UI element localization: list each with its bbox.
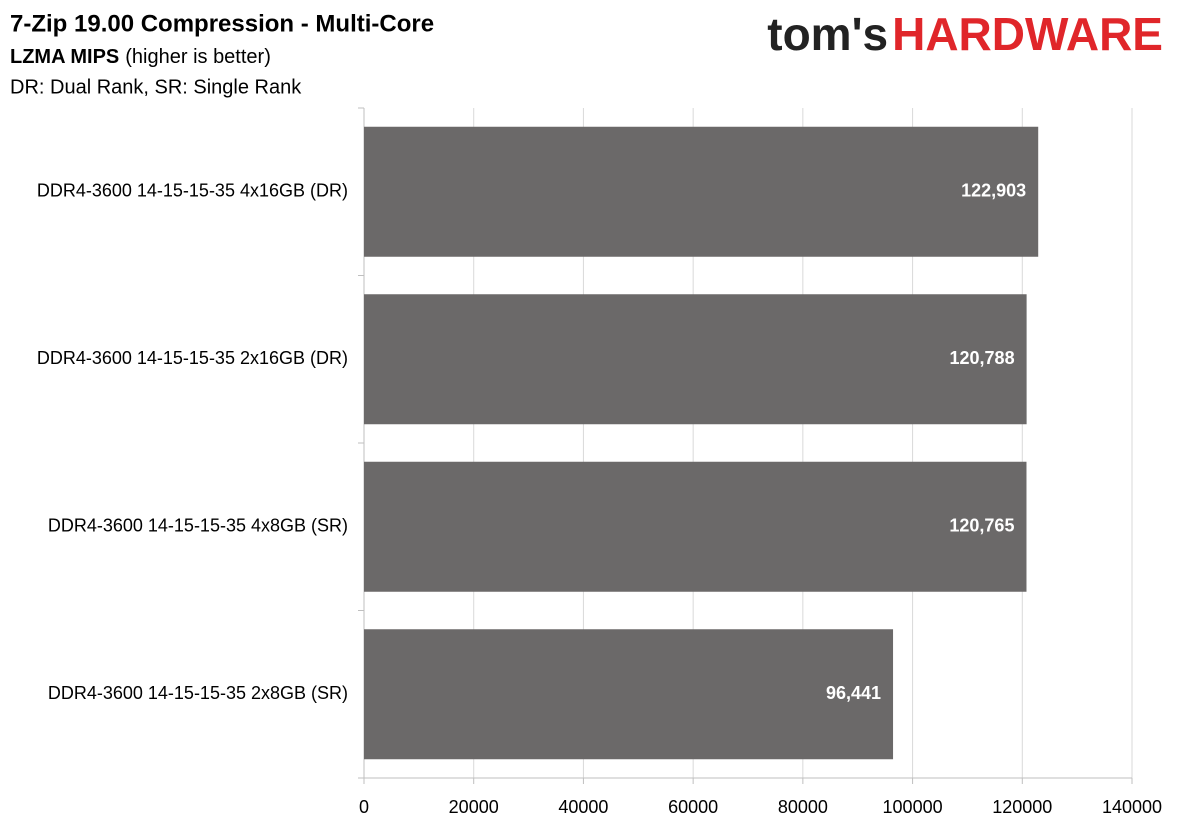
value-label: 120,765 [949,516,1014,536]
logo-main: HARDWARE [892,8,1163,60]
bar [364,126,1039,257]
logo-prefix: tom's [767,8,888,60]
x-tick-label: 120000 [992,797,1052,817]
x-tick-label: 0 [359,797,369,817]
y-tick-label: DDR4-3600 14-15-15-35 2x8GB (SR) [48,683,348,703]
subtitle-note: (higher is better) [125,46,271,68]
x-tick-label: 20000 [449,797,499,817]
y-tick-label: DDR4-3600 14-15-15-35 2x16GB (DR) [37,348,348,368]
logo: tom'sHARDWARE [767,8,1163,60]
chart-subtitle: LZMA MIPS (higher is better) [10,46,271,68]
chart-title: 7-Zip 19.00 Compression - Multi-Core [10,10,434,37]
x-tick-label: 140000 [1102,797,1162,817]
chart-note: DR: Dual Rank, SR: Single Rank [10,76,302,98]
bar [364,294,1027,425]
bar [364,461,1027,592]
x-tick-label: 100000 [883,797,943,817]
bar [364,629,894,760]
value-label: 122,903 [961,181,1026,201]
value-label: 96,441 [826,683,881,703]
y-tick-label: DDR4-3600 14-15-15-35 4x8GB (SR) [48,516,348,536]
subtitle: LZMA MIPS [10,46,119,68]
x-tick-label: 40000 [558,797,608,817]
value-label: 120,788 [950,348,1015,368]
y-tick-label: DDR4-3600 14-15-15-35 4x16GB (DR) [37,181,348,201]
x-tick-label: 80000 [778,797,828,817]
x-tick-label: 60000 [668,797,718,817]
